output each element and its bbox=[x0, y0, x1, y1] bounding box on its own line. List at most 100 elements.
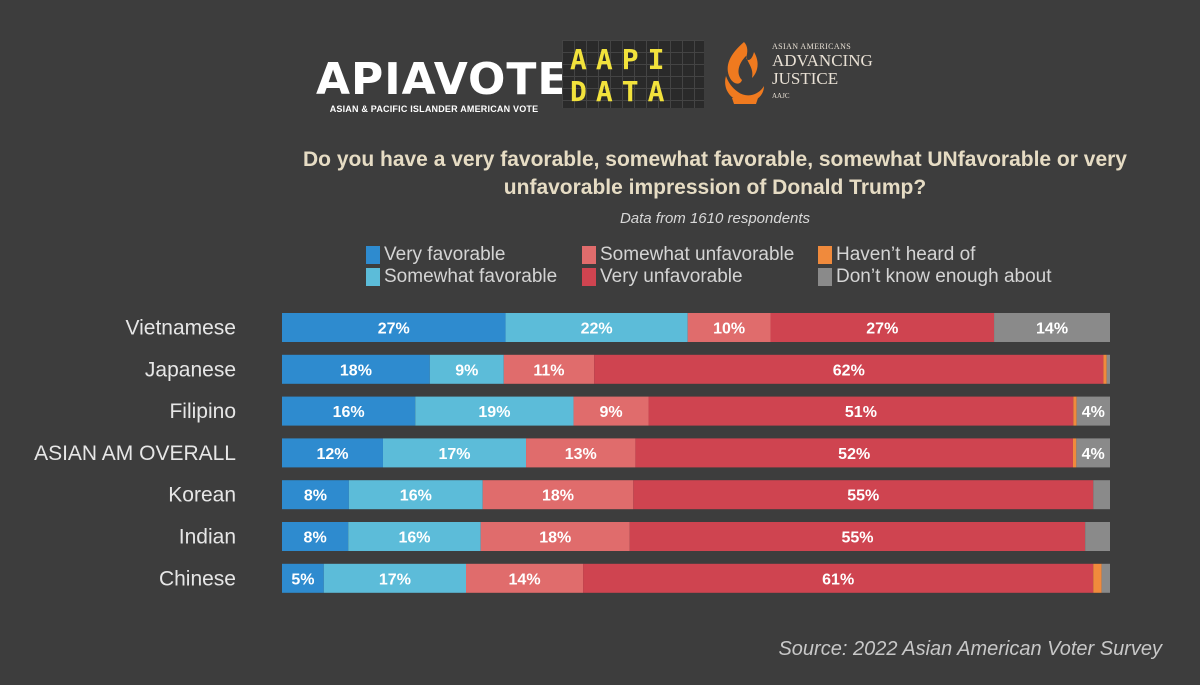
legend-label: Somewhat favorable bbox=[384, 266, 558, 287]
bar-segment bbox=[594, 354, 1104, 384]
bar-segment bbox=[282, 480, 349, 510]
legend-item-havent-heard: Haven’t heard of bbox=[818, 244, 975, 266]
bar-segment bbox=[583, 563, 1094, 593]
bar-segment bbox=[505, 313, 688, 342]
bar-segment bbox=[1093, 563, 1102, 593]
data-label: 52% bbox=[838, 446, 870, 463]
legend-swatch bbox=[582, 268, 596, 286]
legend-item-dont-know: Don’t know enough about bbox=[818, 266, 1052, 288]
bar-segment bbox=[282, 354, 430, 384]
legend-item-somewhat-unfavorable: Somewhat unfavorable bbox=[582, 244, 794, 266]
data-label: 17% bbox=[438, 446, 470, 463]
data-label: 16% bbox=[400, 488, 432, 505]
aapi-data-logo: AAPI DATA bbox=[562, 40, 704, 108]
legend-swatch bbox=[818, 268, 832, 286]
aajc-logo-line1: ADVANCING bbox=[772, 51, 873, 70]
bar-segment bbox=[466, 563, 584, 593]
chart-legend: Very favorable Somewhat favorable Somewh… bbox=[366, 244, 1106, 292]
category-label: Korean bbox=[168, 484, 236, 507]
data-label: 4% bbox=[1082, 404, 1105, 421]
legend-item-very-unfavorable: Very unfavorable bbox=[582, 266, 743, 288]
data-label: 62% bbox=[833, 362, 865, 379]
apiavote-logo: APIAVOTE ASIAN & PACIFIC ISLANDER AMERIC… bbox=[316, 54, 569, 115]
bar-segment bbox=[348, 522, 481, 551]
legend-swatch bbox=[366, 246, 380, 264]
bar-segment bbox=[429, 354, 504, 384]
bar-segment bbox=[526, 438, 636, 468]
data-label: 17% bbox=[379, 571, 411, 588]
chart-source: Source: 2022 Asian American Voter Survey bbox=[778, 638, 1162, 660]
bar-segment bbox=[282, 396, 416, 426]
data-label: 11% bbox=[533, 362, 564, 379]
data-label: 8% bbox=[304, 488, 327, 505]
bar-segment bbox=[1106, 354, 1110, 384]
bar-segment bbox=[480, 522, 630, 551]
bar-segment bbox=[482, 480, 634, 510]
legend-label: Don’t know enough about bbox=[836, 266, 1052, 287]
data-label: 9% bbox=[455, 362, 478, 379]
bar-segment bbox=[382, 438, 527, 468]
data-label: 16% bbox=[398, 530, 430, 547]
data-label: 9% bbox=[599, 404, 622, 421]
bar-segment bbox=[573, 396, 649, 426]
bar-segment bbox=[503, 354, 595, 384]
bar-segment bbox=[282, 438, 383, 468]
category-label: ASIAN AM OVERALL bbox=[34, 442, 236, 465]
bar-segment bbox=[1103, 354, 1107, 384]
bar-segment bbox=[348, 480, 483, 510]
data-label: 18% bbox=[340, 362, 372, 379]
aajc-logo: ASIAN AMERICANS ADVANCING JUSTICE AAJC bbox=[716, 40, 896, 108]
data-label: 61% bbox=[822, 571, 854, 588]
category-label: Japanese bbox=[145, 358, 236, 381]
legend-swatch bbox=[818, 246, 832, 264]
legend-label: Somewhat unfavorable bbox=[600, 244, 795, 265]
data-label: 18% bbox=[539, 530, 571, 547]
data-label: 13% bbox=[565, 446, 597, 463]
flame-icon bbox=[725, 42, 764, 104]
legend-item-very-favorable: Very favorable bbox=[366, 244, 505, 266]
data-label: 22% bbox=[581, 321, 613, 338]
data-label: 55% bbox=[841, 530, 873, 547]
bar-segment bbox=[633, 480, 1094, 510]
category-label: Chinese bbox=[159, 567, 236, 590]
bar-segment bbox=[1101, 563, 1110, 593]
aajc-logo-bottom: AAJC bbox=[772, 92, 790, 100]
data-label: 12% bbox=[316, 446, 348, 463]
data-label: 19% bbox=[478, 404, 510, 421]
legend-swatch bbox=[366, 268, 380, 286]
bar-segment bbox=[415, 396, 574, 426]
bar-segment bbox=[282, 563, 324, 593]
data-label: 27% bbox=[378, 321, 410, 338]
bar-segment bbox=[1076, 438, 1110, 468]
aapi-logo-line2: DATA bbox=[570, 75, 674, 108]
chart-subtitle: Data from 1610 respondents bbox=[619, 210, 811, 227]
legend-label: Very unfavorable bbox=[600, 266, 743, 287]
aapi-logo-line1: AAPI bbox=[570, 43, 674, 76]
apiavote-logo-tagline: ASIAN & PACIFIC ISLANDER AMERICAN VOTE bbox=[329, 104, 539, 114]
bar-segment bbox=[1085, 522, 1110, 551]
data-label: 10% bbox=[713, 321, 745, 338]
bar-segment bbox=[323, 563, 466, 593]
chart-title: Do you have a very favorable, somewhat f… bbox=[303, 148, 1127, 199]
bar-segment bbox=[994, 313, 1110, 342]
apiavote-logo-name: APIAVOTE bbox=[316, 54, 569, 105]
data-label: 27% bbox=[866, 321, 898, 338]
data-label: 14% bbox=[1036, 321, 1068, 338]
data-label: 8% bbox=[304, 530, 327, 547]
bar-segment bbox=[1076, 396, 1110, 426]
data-label: 18% bbox=[542, 488, 574, 505]
data-label: 5% bbox=[291, 571, 314, 588]
bar-segment bbox=[629, 522, 1086, 551]
legend-swatch bbox=[582, 246, 596, 264]
data-label: 16% bbox=[333, 404, 365, 421]
data-label: 55% bbox=[847, 488, 879, 505]
aajc-logo-top: ASIAN AMERICANS bbox=[772, 42, 852, 51]
data-label: 51% bbox=[845, 404, 877, 421]
data-label: 14% bbox=[509, 571, 541, 588]
bar-segment bbox=[1093, 480, 1110, 510]
category-label: Filipino bbox=[169, 400, 236, 423]
category-label: Indian bbox=[179, 526, 236, 549]
legend-item-somewhat-favorable: Somewhat favorable bbox=[366, 266, 557, 288]
bar-segment bbox=[1072, 438, 1077, 468]
